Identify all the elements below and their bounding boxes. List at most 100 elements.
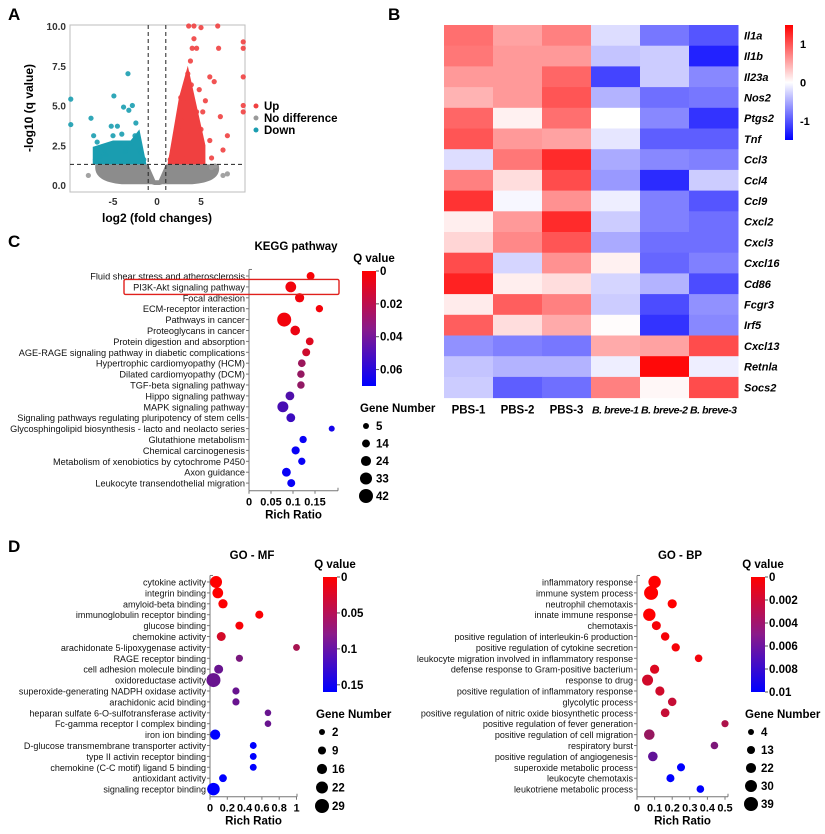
heatmap-cell bbox=[542, 87, 592, 109]
volcano-point-up bbox=[188, 82, 194, 88]
volcano-y-tick-label: 10.0 bbox=[47, 22, 67, 33]
volcano-point-up bbox=[198, 24, 204, 31]
heatmap-cell bbox=[444, 107, 494, 129]
gomf-category-label: Fc-gamma receptor I complex binding bbox=[55, 719, 206, 729]
kegg-category-label: Glycosphingolipid biosynthesis - lacto a… bbox=[10, 424, 245, 434]
heatmap-cell bbox=[542, 211, 592, 233]
gobp-title: GO - BP bbox=[658, 550, 702, 562]
heatmap-cell bbox=[640, 211, 690, 233]
kegg-bubble bbox=[299, 435, 307, 444]
gobp-bubble bbox=[710, 741, 719, 750]
heatmap-row-label: Ccl4 bbox=[744, 175, 767, 187]
heatmap-row-label: Nos2 bbox=[744, 92, 771, 104]
volcano-point-down bbox=[133, 120, 139, 126]
heatmap-cell bbox=[493, 232, 543, 254]
kegg-bubble bbox=[328, 425, 335, 432]
gobp-category-label: leukocyte chemotaxis bbox=[547, 774, 634, 784]
kegg-size-legend-marker bbox=[362, 439, 370, 448]
heatmap-cell bbox=[591, 25, 641, 47]
gomf-bubble bbox=[264, 709, 272, 717]
volcano-point-up bbox=[240, 39, 246, 45]
heatmap-cell bbox=[542, 232, 592, 254]
heatmap-cell bbox=[689, 169, 739, 192]
kegg-category-label: Chemical carcinogenesis bbox=[143, 446, 246, 456]
heatmap-cell bbox=[542, 107, 592, 129]
heatmap-cell bbox=[591, 232, 641, 254]
gobp-bubble bbox=[650, 664, 660, 674]
volcano-point-up bbox=[183, 129, 189, 136]
heatmap-cell bbox=[689, 190, 739, 212]
gomf-bubble bbox=[235, 654, 244, 662]
kegg-bubble bbox=[277, 312, 292, 327]
volcano-legend-label: Up bbox=[264, 101, 279, 113]
gobp-bubble bbox=[648, 575, 661, 589]
heatmap-cell bbox=[689, 211, 739, 233]
heatmap-colorbar-tick-label: -1 bbox=[800, 116, 810, 128]
kegg-bubble bbox=[297, 370, 305, 378]
heatmap-cell bbox=[640, 314, 690, 336]
gobp-category-label: positive regulation of cytokine secretio… bbox=[476, 643, 633, 653]
gomf-category-label: amyloid-beta binding bbox=[123, 599, 206, 609]
kegg-category-label: Protein digestion and absorption bbox=[113, 337, 245, 347]
gomf-title: GO - MF bbox=[230, 550, 275, 562]
volcano-point-up bbox=[240, 109, 246, 115]
gobp-x-tick-label: 0.5 bbox=[717, 803, 732, 815]
kegg-category-label: MAPK signaling pathway bbox=[143, 402, 245, 412]
gomf-category-label: cytokine activity bbox=[143, 578, 207, 588]
heatmap-cell bbox=[493, 190, 543, 212]
gomf-size-legend-label: 29 bbox=[332, 801, 345, 813]
kegg-category-label: Fluid shear stress and atherosclerosis bbox=[90, 272, 245, 282]
heatmap-cell bbox=[444, 87, 494, 109]
volcano-point-up bbox=[240, 45, 246, 51]
kegg-x-tick-label: 0.15 bbox=[304, 497, 325, 509]
gomf-bubble bbox=[210, 576, 223, 588]
gomf-category-label: heparan sulfate 6-O-sulfotransferase act… bbox=[29, 708, 206, 718]
heatmap-row-labels: Il1a Il1b Il23a Nos2 Ptgs2 Tnf Ccl3 Ccl4 Ccl9 Cxc… bbox=[744, 30, 780, 394]
volcano-x-tick-label: -5 bbox=[109, 197, 118, 208]
volcano-threshold-lines bbox=[70, 25, 245, 192]
gomf-size-legend-label: 22 bbox=[332, 783, 345, 795]
gomf-bubble bbox=[219, 774, 227, 783]
volcano-point-down bbox=[97, 153, 103, 159]
volcano-y-tick-label: 5.0 bbox=[52, 102, 66, 113]
heatmap-cell bbox=[640, 128, 690, 150]
heatmap-cell bbox=[640, 376, 690, 399]
gomf-size-legend-title: Gene Number bbox=[316, 709, 392, 721]
kegg-category-label: Hippo signaling pathway bbox=[145, 391, 245, 401]
gomf-bubble bbox=[264, 720, 272, 727]
gomf-bubble bbox=[235, 621, 244, 630]
kegg-bubble bbox=[315, 305, 324, 313]
kegg-bubble bbox=[290, 325, 301, 336]
gobp-category-label: leukotriene metabolic process bbox=[514, 785, 634, 795]
kegg-bubble bbox=[286, 413, 296, 423]
gobp-bubble bbox=[643, 608, 656, 621]
kegg-size-legend-title: Gene Number bbox=[360, 403, 436, 415]
gomf-bubble bbox=[232, 687, 240, 695]
heatmap-cell bbox=[591, 87, 641, 109]
heatmap-cell bbox=[542, 66, 592, 88]
gomf-size-legend-marker bbox=[316, 763, 328, 775]
gobp-size-legend-label: 39 bbox=[761, 799, 774, 811]
heatmap-cell bbox=[689, 25, 739, 47]
gomf-size-legend-marker bbox=[315, 799, 329, 813]
heatmap-cell bbox=[640, 335, 690, 357]
gomf-category-label: chemokine (C-C motif) ligand 5 binding bbox=[50, 763, 206, 773]
kegg-category-label: AGE-RAGE signaling pathway in diabetic c… bbox=[19, 348, 246, 358]
gomf-x-tick-label: 0.2 bbox=[220, 803, 235, 815]
gobp-category-label: defense response to Gram-positive bacter… bbox=[451, 665, 633, 675]
heatmap-column-label: PBS-3 bbox=[550, 405, 584, 417]
gomf-x-tick-label: 0.6 bbox=[254, 803, 269, 815]
gomf-bubble bbox=[207, 782, 220, 796]
gobp-bubble bbox=[667, 599, 677, 609]
kegg-colorbar-title: Q value bbox=[353, 253, 395, 265]
volcano-point-up bbox=[176, 133, 182, 139]
volcano-point-down bbox=[108, 123, 114, 129]
heatmap-row-label: Fcgr3 bbox=[744, 299, 774, 311]
volcano-point-up bbox=[211, 79, 217, 85]
gomf-bubble bbox=[206, 673, 221, 688]
heatmap-cell bbox=[444, 149, 494, 171]
volcano-point-up bbox=[220, 147, 226, 153]
kegg-bubble bbox=[306, 272, 315, 280]
volcano-point-down bbox=[126, 107, 132, 113]
